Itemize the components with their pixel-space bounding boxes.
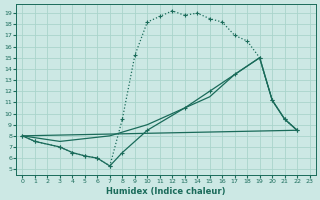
X-axis label: Humidex (Indice chaleur): Humidex (Indice chaleur) bbox=[106, 187, 226, 196]
